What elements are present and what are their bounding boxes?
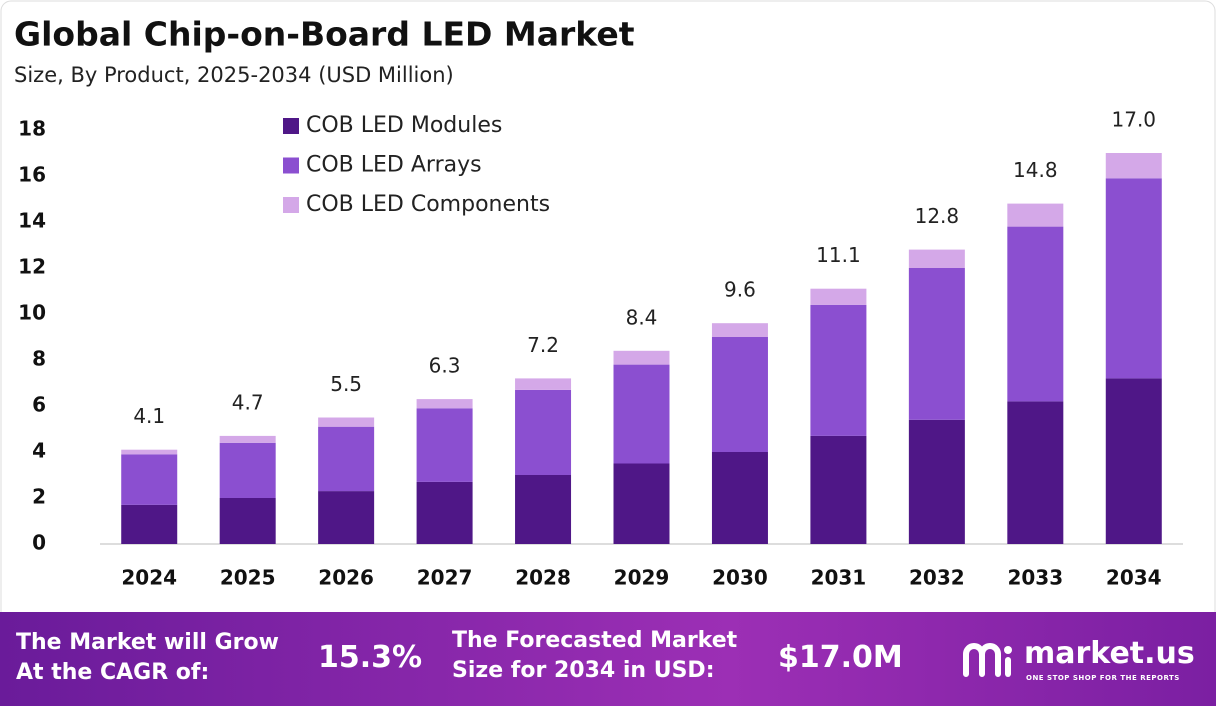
bar-segment bbox=[219, 435, 276, 443]
bar-segment bbox=[416, 481, 473, 544]
x-tick-label: 2025 bbox=[220, 566, 276, 590]
bar-segment bbox=[1105, 378, 1162, 544]
bar-segment bbox=[318, 491, 375, 544]
bar-segment bbox=[810, 435, 867, 544]
legend-swatch bbox=[283, 197, 299, 213]
bar-segment bbox=[810, 288, 867, 305]
total-label: 9.6 bbox=[724, 278, 756, 302]
cagr-value: 15.3% bbox=[318, 640, 423, 675]
bar-segment bbox=[515, 389, 572, 475]
legend-swatch bbox=[283, 118, 299, 134]
x-tick-label: 2034 bbox=[1106, 566, 1162, 590]
footer: The Market will Grow At the CAGR of: 15.… bbox=[0, 612, 1216, 706]
y-tick-label: 2 bbox=[32, 485, 46, 509]
y-tick-label: 0 bbox=[32, 531, 46, 555]
cagr-label: The Market will Grow At the CAGR of: bbox=[16, 630, 279, 685]
bar-segment bbox=[318, 417, 375, 427]
bar-segment bbox=[515, 475, 572, 544]
bar-segment bbox=[711, 323, 768, 337]
legend-label: COB LED Modules bbox=[306, 113, 502, 138]
bar-segment bbox=[810, 304, 867, 436]
total-label: 14.8 bbox=[1013, 158, 1058, 182]
total-label: 6.3 bbox=[429, 354, 461, 378]
brand: market.us bbox=[1024, 636, 1195, 671]
x-tick-label: 2030 bbox=[712, 566, 768, 590]
x-tick-label: 2027 bbox=[417, 566, 473, 590]
bar-segment bbox=[711, 452, 768, 544]
chart-title: Global Chip-on-Board LED Market bbox=[14, 15, 635, 54]
bar-segment bbox=[1007, 226, 1064, 402]
bar-segment bbox=[1007, 401, 1064, 544]
bar-segment bbox=[416, 399, 473, 409]
tagline: ONE STOP SHOP FOR THE REPORTS bbox=[1026, 674, 1180, 682]
bar-segment bbox=[515, 378, 572, 390]
x-tick-label: 2029 bbox=[614, 566, 670, 590]
y-tick-label: 4 bbox=[32, 439, 46, 463]
total-label: 8.4 bbox=[626, 305, 658, 329]
chart-subtitle: Size, By Product, 2025-2034 (USD Million… bbox=[14, 63, 454, 87]
bar-segment bbox=[416, 408, 473, 482]
y-tick-label: 6 bbox=[32, 393, 46, 417]
bar-segment bbox=[121, 454, 178, 505]
bar-segment bbox=[1007, 203, 1064, 227]
total-label: 5.5 bbox=[330, 372, 362, 396]
x-tick-label: 2028 bbox=[515, 566, 571, 590]
chart: Global Chip-on-Board LED Market Size, By… bbox=[0, 0, 1216, 622]
bar-segment bbox=[908, 419, 965, 544]
bar-segment bbox=[219, 498, 276, 544]
y-tick-label: 14 bbox=[18, 209, 46, 233]
y-tick-label: 16 bbox=[18, 163, 46, 187]
total-label: 12.8 bbox=[915, 204, 960, 228]
bar-segment bbox=[613, 364, 670, 464]
x-tick-label: 2032 bbox=[909, 566, 965, 590]
bar-segment bbox=[318, 426, 375, 492]
legend-swatch bbox=[283, 157, 299, 174]
forecast-value: $17.0M bbox=[778, 640, 903, 675]
bar-segment bbox=[219, 442, 276, 498]
x-tick-label: 2024 bbox=[121, 566, 177, 590]
bar-segment bbox=[1105, 178, 1162, 379]
x-tick-label: 2031 bbox=[811, 566, 867, 590]
legend-label: COB LED Components bbox=[306, 192, 550, 217]
bar-segment bbox=[908, 249, 965, 268]
bar-segment bbox=[711, 337, 768, 452]
x-tick-label: 2033 bbox=[1007, 566, 1063, 590]
bar-segment bbox=[908, 268, 965, 420]
total-label: 17.0 bbox=[1112, 108, 1157, 132]
bar-segment bbox=[121, 449, 178, 455]
bar-segment bbox=[613, 463, 670, 544]
bar-segment bbox=[121, 504, 178, 544]
total-label: 11.1 bbox=[816, 243, 861, 267]
x-tick-label: 2026 bbox=[318, 566, 374, 590]
bar-segment bbox=[1105, 153, 1162, 179]
total-label: 7.2 bbox=[527, 333, 559, 357]
y-tick-label: 10 bbox=[18, 301, 46, 325]
y-tick-label: 8 bbox=[32, 347, 46, 371]
y-tick-label: 18 bbox=[18, 117, 46, 141]
forecast-label: The Forecasted Market Size for 2034 in U… bbox=[452, 628, 738, 683]
y-tick-label: 12 bbox=[18, 255, 46, 279]
legend-label: COB LED Arrays bbox=[306, 153, 482, 178]
total-label: 4.7 bbox=[232, 390, 264, 414]
brand-logo bbox=[963, 643, 1012, 677]
total-label: 4.1 bbox=[133, 404, 165, 428]
bar-segment bbox=[613, 350, 670, 365]
